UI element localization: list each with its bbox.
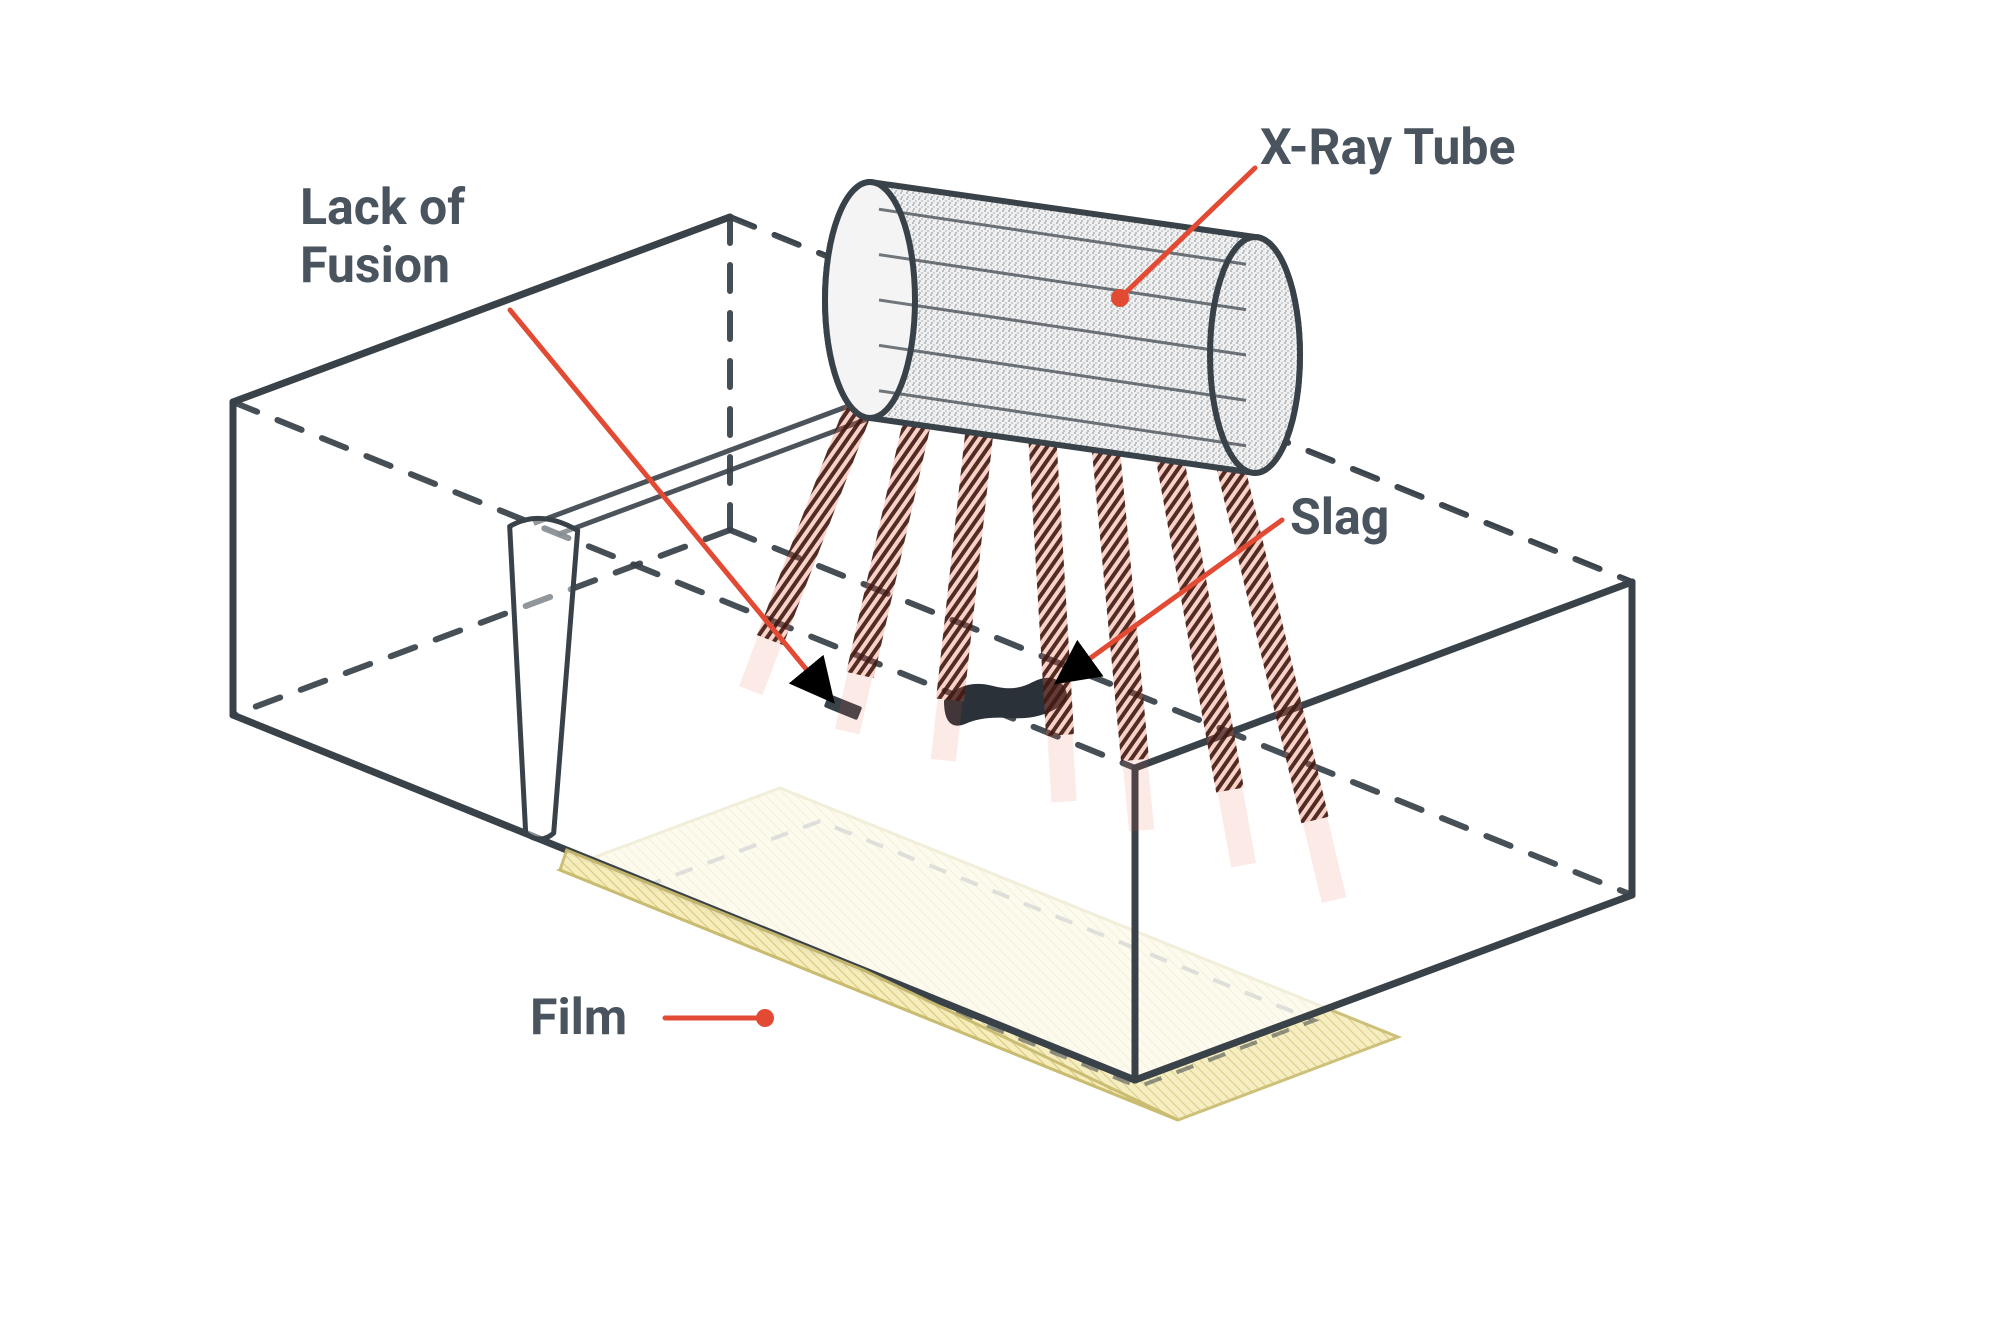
xray-tube-front-cap: [825, 182, 915, 418]
label-lack-of-fusion: Lack of Fusion: [300, 180, 465, 295]
label-film: Film: [530, 990, 627, 1048]
diagram-root: X-Ray Tube Lack of Fusion Slag Film: [0, 0, 1999, 1331]
xray-tube-back-cap: [1210, 237, 1300, 473]
label-xray-tube: X-Ray Tube: [1260, 120, 1516, 178]
label-slag: Slag: [1290, 490, 1389, 548]
